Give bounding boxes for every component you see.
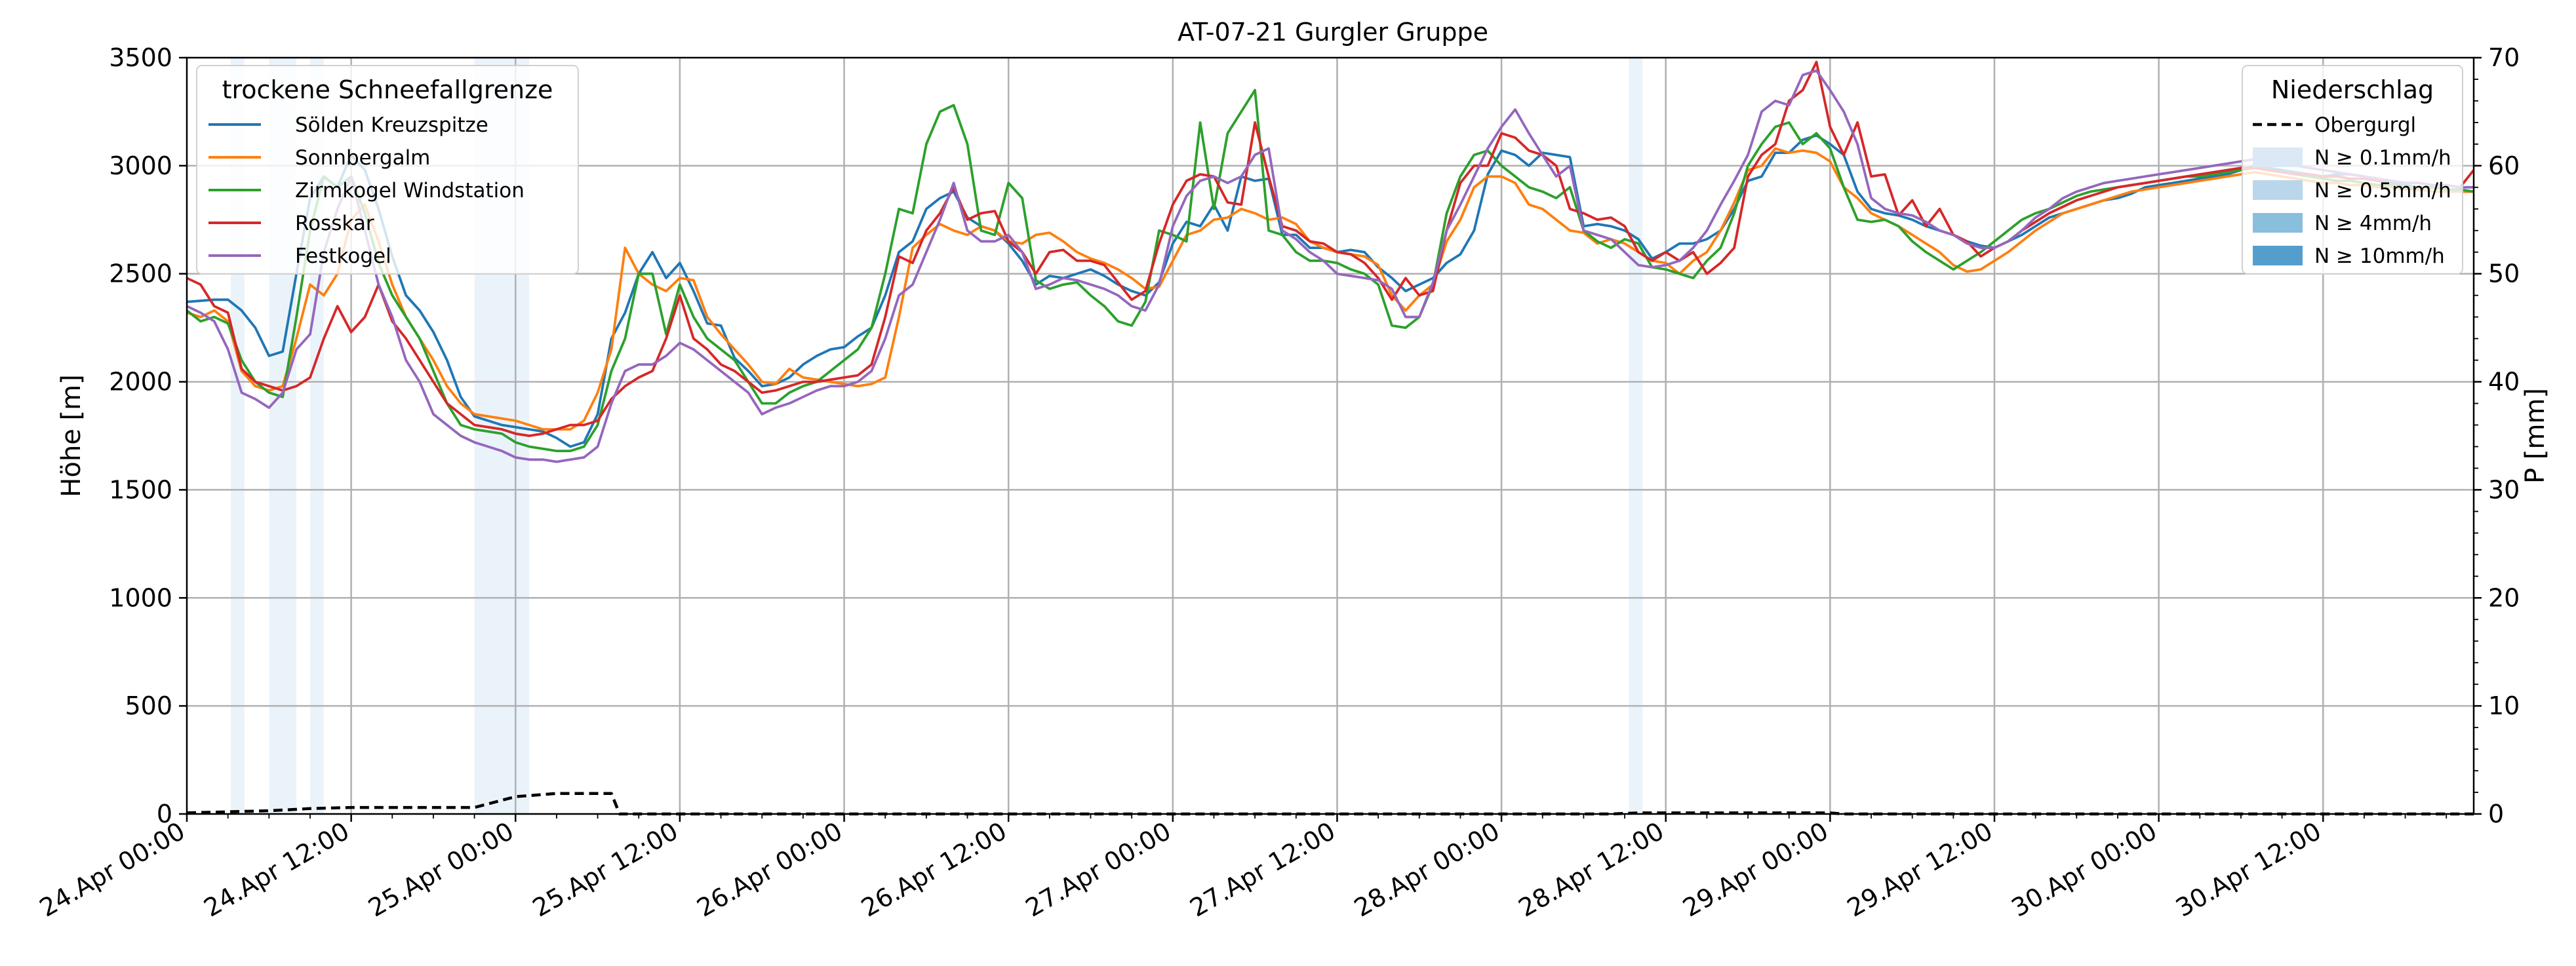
legend2-label-n-0-5mm-h: N ≥ 0.5mm/h xyxy=(2314,179,2451,203)
legend-stations-box xyxy=(196,65,579,275)
legend2-swatch-n-0-1mm-h xyxy=(2253,147,2303,167)
legend2-label-n-0-1mm-h: N ≥ 0.1mm/h xyxy=(2314,146,2451,170)
legend-stations-title: trockene Schneefallgrenze xyxy=(222,75,553,104)
series-line-rosskar xyxy=(186,60,2475,437)
series-line-festkogel xyxy=(186,69,2474,463)
y2-axis-label: P [mm] xyxy=(2520,388,2550,484)
precipitation-bands xyxy=(230,58,1643,814)
series-line-sonnbergalm xyxy=(186,147,2474,431)
legend2-swatch-n-4mm-h xyxy=(2253,213,2303,233)
y-axis-label: Höhe [m] xyxy=(56,374,87,497)
legend-label-rosskar: Rosskar xyxy=(295,212,374,235)
legend-label-sonnbergalm: Sonnbergalm xyxy=(295,146,430,170)
y-tick-label-4: 2000 xyxy=(109,368,172,396)
y-tick-label-7: 3500 xyxy=(109,43,172,72)
y2-tick-label-0: 0 xyxy=(2488,800,2504,828)
legend-precipitation-title: Niederschlag xyxy=(2271,75,2434,104)
legend2-label-n-4mm-h: N ≥ 4mm/h xyxy=(2314,212,2432,235)
y2-tick-label-2: 20 xyxy=(2488,583,2520,612)
series-line-zirmkogel-windstation xyxy=(186,88,2474,452)
y-tick-label-0: 0 xyxy=(157,800,172,828)
y-tick-label-3: 1500 xyxy=(109,475,172,504)
series-lines xyxy=(186,60,2475,816)
y-tick-label-2: 1000 xyxy=(109,583,172,612)
legend-stations-items: Sölden Kreuzspitze Sonnbergalm Zirmkogel W… xyxy=(208,113,525,268)
y-tick-label-5: 2500 xyxy=(109,260,172,288)
legend2-swatch-n-10mm-h xyxy=(2253,246,2303,265)
y-tick-label-1: 500 xyxy=(125,691,172,720)
legend-label-festkogel: Festkogel xyxy=(295,244,391,268)
y-tick-label-6: 3000 xyxy=(109,151,172,180)
legend-precipitation-items: Obergurgl N ≥ 0.1mm/h N ≥ 0.5mm/h N ≥ 4mm/h… xyxy=(2253,113,2451,268)
legend-label-zirmkogel-windstation: Zirmkogel Windstation xyxy=(295,179,525,203)
legend2-swatch-n-0-5mm-h xyxy=(2253,180,2303,200)
legend2-label-obergurgl: Obergurgl xyxy=(2314,113,2416,137)
grid-lines xyxy=(187,58,2474,814)
precip-band-4 xyxy=(1629,58,1643,814)
y2-tick-label-3: 30 xyxy=(2488,475,2520,504)
legend2-label-n-10mm-h: N ≥ 10mm/h xyxy=(2314,244,2445,268)
legend-precipitation: Niederschlag Obergurgl N ≥ 0.1mm/h N ≥ 0.5… xyxy=(2242,65,2463,275)
legend-label-s-lden-kreuzspitze: Sölden Kreuzspitze xyxy=(295,113,488,137)
y2-tick-label-1: 10 xyxy=(2488,691,2520,720)
y2-tick-label-7: 70 xyxy=(2488,43,2520,72)
y2-tick-label-6: 60 xyxy=(2488,151,2520,180)
plot-frame xyxy=(186,56,2475,815)
legend-stations: trockene Schneefallgrenze Sölden Kreuzsp… xyxy=(196,65,579,275)
chart-title: AT-07-21 Gurgler Gruppe xyxy=(1178,18,1488,47)
y2-tick-label-5: 50 xyxy=(2488,260,2520,288)
y2-tick-label-4: 40 xyxy=(2488,368,2520,396)
